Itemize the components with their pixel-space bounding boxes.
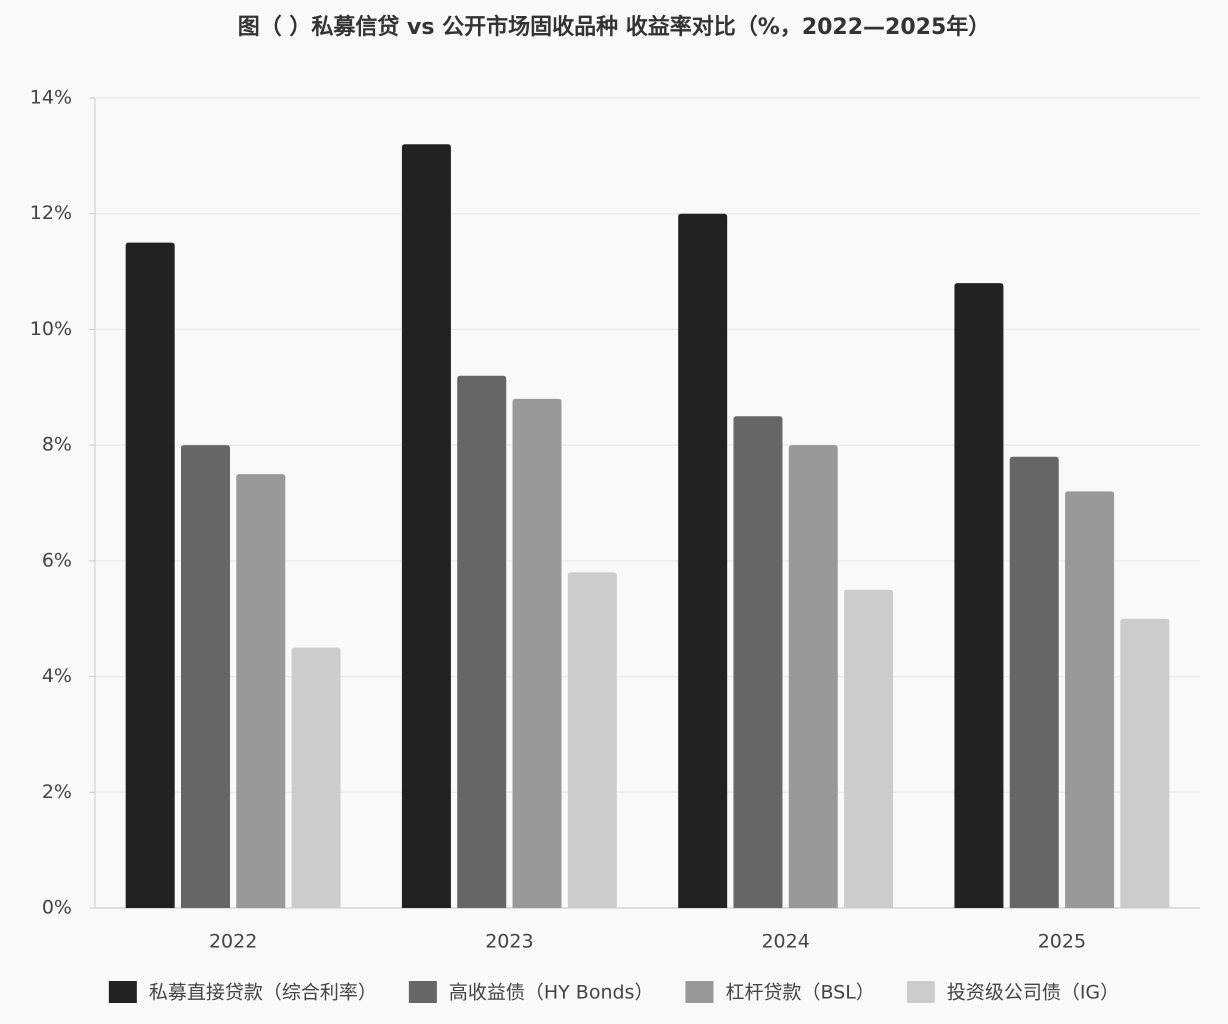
bar <box>401 144 451 909</box>
y-tick-label: 0% <box>42 897 72 919</box>
legend-swatch <box>906 981 935 1003</box>
y-tick-label: 4% <box>42 665 72 687</box>
bar <box>844 589 894 908</box>
bar <box>512 398 562 908</box>
bar <box>125 242 175 909</box>
bar <box>788 445 838 908</box>
bar <box>1009 456 1059 908</box>
y-tick-label: 8% <box>42 434 72 456</box>
x-tick-label: 2025 <box>1038 931 1086 953</box>
legend-swatch <box>408 981 437 1003</box>
bar <box>567 572 617 908</box>
chart-title: 图（ ）私募信贷 vs 公开市场固收品种 收益率对比（%，2022—2025年） <box>238 14 991 40</box>
bar <box>291 647 341 908</box>
legend-label: 高收益债（HY Bonds） <box>449 982 654 1004</box>
bar <box>180 445 230 908</box>
y-tick-label: 2% <box>42 781 72 803</box>
bar <box>236 474 286 908</box>
legend-swatch <box>108 981 137 1003</box>
x-tick-label: 2022 <box>209 931 257 953</box>
legend-swatch <box>685 981 714 1003</box>
y-tick-label: 12% <box>30 202 72 224</box>
y-tick-label: 6% <box>42 549 72 571</box>
bar <box>678 213 728 908</box>
legend-label: 投资级公司债（IG） <box>947 982 1119 1004</box>
y-tick-label: 10% <box>30 318 72 340</box>
bar <box>1065 491 1115 908</box>
legend-label: 私募直接贷款（综合利率） <box>149 982 377 1004</box>
legend-label: 杠杆贷款（BSL） <box>725 982 874 1004</box>
bar <box>1120 618 1170 908</box>
x-tick-label: 2024 <box>761 931 809 953</box>
x-tick-label: 2023 <box>485 931 533 953</box>
bar <box>733 416 783 908</box>
bar <box>954 283 1004 909</box>
y-tick-label: 14% <box>30 87 72 109</box>
bar <box>457 375 507 908</box>
